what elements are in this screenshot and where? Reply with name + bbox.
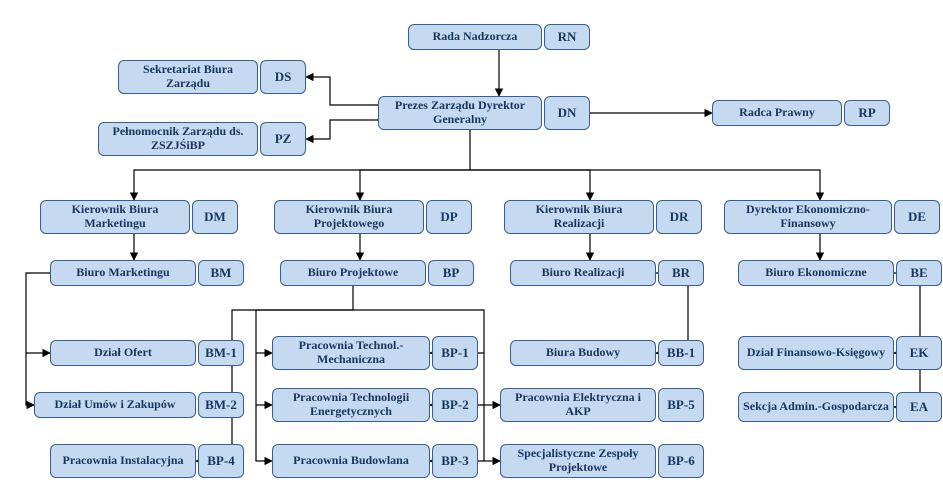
node-label: Pełnomocnik Zarządu ds. ZSZJŚiBP xyxy=(98,122,258,156)
node-label: Dział Umów i Zakupów xyxy=(34,392,196,418)
node-code: BP-6 xyxy=(658,444,704,478)
node-code: RP xyxy=(844,100,890,126)
node-code: BM-2 xyxy=(198,392,244,418)
node-code: DN xyxy=(544,96,590,130)
node-code: BP-5 xyxy=(658,388,704,422)
node-label: Prezes Zarządu Dyrektor Generalny xyxy=(378,96,542,130)
node-label: Dział Ofert xyxy=(50,340,196,366)
node-code: DP xyxy=(426,200,472,234)
node-label: Biuro Marketingu xyxy=(50,260,196,286)
node-bp2: Pracownia Technologii EnergetycznychBP-2 xyxy=(272,388,478,422)
node-ds: Sekretariat Biura ZarząduDS xyxy=(118,60,306,94)
node-code: DE xyxy=(894,200,940,234)
node-bm2: Dział Umów i ZakupówBM-2 xyxy=(34,392,244,418)
node-code: BP-2 xyxy=(432,388,478,422)
node-code: BR xyxy=(658,260,704,286)
node-bm1: Dział OfertBM-1 xyxy=(50,340,244,366)
node-label: Dyrektor Ekonomiczno-Finansowy xyxy=(724,200,892,234)
node-br: Biuro RealizacjiBR xyxy=(510,260,704,286)
node-bp4: Pracownia InstalacyjnaBP-4 xyxy=(50,444,244,478)
node-code: EK xyxy=(896,336,942,370)
node-label: Kierownik Biura Realizacji xyxy=(504,200,654,234)
node-label: Biuro Ekonomiczne xyxy=(738,260,894,286)
node-bp1: Pracownia Technol.-MechanicznaBP-1 xyxy=(272,336,478,370)
node-bp6: Specjalistyczne Zespoły ProjektoweBP-6 xyxy=(500,444,704,478)
node-code: PZ xyxy=(260,122,306,156)
node-label: Specjalistyczne Zespoły Projektowe xyxy=(500,444,656,478)
node-code: DM xyxy=(192,200,238,234)
node-code: BE xyxy=(896,260,942,286)
node-code: BM-1 xyxy=(198,340,244,366)
node-label: Pracownia Elektryczna i AKP xyxy=(500,388,656,422)
node-label: Pracownia Budowlana xyxy=(272,444,430,478)
org-chart: Rada NadzorczaRN Sekretariat Biura Zarząd… xyxy=(0,0,943,502)
node-label: Pracownia Instalacyjna xyxy=(50,444,196,478)
node-code: BP-3 xyxy=(432,444,478,478)
node-de: Dyrektor Ekonomiczno-FinansowyDE xyxy=(724,200,940,234)
node-label: Biura Budowy xyxy=(510,340,656,366)
node-pz: Pełnomocnik Zarządu ds. ZSZJŚiBPPZ xyxy=(98,122,306,156)
node-label: Pracownia Technol.-Mechaniczna xyxy=(272,336,430,370)
node-code: BB-1 xyxy=(658,340,704,366)
node-dp: Kierownik Biura ProjektowegoDP xyxy=(274,200,472,234)
node-bb1: Biura BudowyBB-1 xyxy=(510,340,704,366)
node-label: Rada Nadzorcza xyxy=(408,24,542,50)
node-ea: Sekcja Admin.-GospodarczaEA xyxy=(738,392,942,422)
node-rp: Radca PrawnyRP xyxy=(712,100,890,126)
node-code: DS xyxy=(260,60,306,94)
node-bm: Biuro MarketinguBM xyxy=(50,260,244,286)
node-label: Kierownik Biura Projektowego xyxy=(274,200,424,234)
node-code: EA xyxy=(896,392,942,422)
node-dn: Prezes Zarządu Dyrektor GeneralnyDN xyxy=(378,96,590,130)
node-ek: Dział Finansowo-KsięgowyEK xyxy=(738,336,942,370)
node-be: Biuro EkonomiczneBE xyxy=(738,260,942,286)
node-code: BP xyxy=(428,260,474,286)
node-rn: Rada NadzorczaRN xyxy=(408,24,590,50)
node-code: BM xyxy=(198,260,244,286)
node-label: Dział Finansowo-Księgowy xyxy=(738,336,894,370)
node-label: Biuro Projektowe xyxy=(280,260,426,286)
node-bp5: Pracownia Elektryczna i AKPBP-5 xyxy=(500,388,704,422)
node-bp3: Pracownia BudowlanaBP-3 xyxy=(272,444,478,478)
node-dm: Kierownik Biura MarketinguDM xyxy=(40,200,238,234)
node-label: Sekretariat Biura Zarządu xyxy=(118,60,258,94)
node-label: Pracownia Technologii Energetycznych xyxy=(272,388,430,422)
node-dr: Kierownik Biura RealizacjiDR xyxy=(504,200,702,234)
node-code: BP-1 xyxy=(432,336,478,370)
node-label: Biuro Realizacji xyxy=(510,260,656,286)
node-code: BP-4 xyxy=(198,444,244,478)
node-label: Kierownik Biura Marketingu xyxy=(40,200,190,234)
node-bp: Biuro ProjektoweBP xyxy=(280,260,474,286)
node-code: DR xyxy=(656,200,702,234)
node-label: Radca Prawny xyxy=(712,100,842,126)
node-label: Sekcja Admin.-Gospodarcza xyxy=(738,392,894,422)
node-code: RN xyxy=(544,24,590,50)
